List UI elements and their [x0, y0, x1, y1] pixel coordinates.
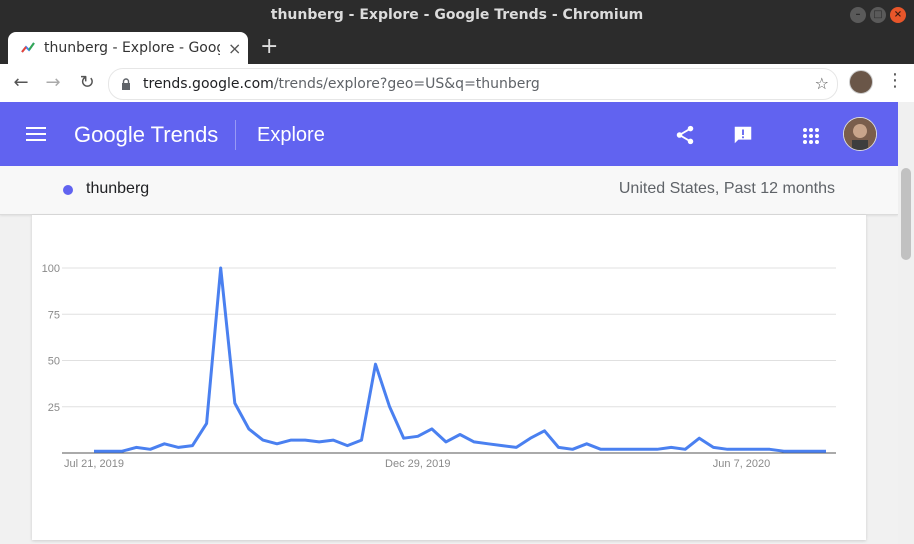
y-tick-label: 25: [48, 402, 60, 414]
interest-over-time-card: 25 50 75 100 Jul 21, 2019 Dec 29, 2019 Jun 7,…: [32, 215, 866, 540]
chart-y-ticks: 25 50 75 100: [42, 263, 60, 414]
reload-button[interactable]: ↻: [79, 72, 95, 93]
search-term: thunberg: [86, 180, 150, 197]
y-tick-label: 75: [48, 309, 60, 321]
back-button[interactable]: ←: [13, 72, 29, 93]
browser-tab[interactable]: thunberg - Explore - Goog ×: [8, 32, 248, 64]
avatar-photo-icon: [844, 118, 876, 150]
feedback-icon[interactable]: [732, 124, 754, 146]
query-scope: United States, Past 12 months: [618, 180, 835, 197]
maximize-button[interactable]: □: [870, 7, 886, 23]
y-tick-label: 50: [48, 356, 60, 368]
window-titlebar: thunberg - Explore - Google Trends - Chr…: [0, 0, 914, 30]
url-path: /trends/explore?geo=US&q=thunberg: [273, 76, 540, 92]
url-host: trends.google.com: [143, 76, 274, 92]
chart-gridlines: [62, 267, 836, 454]
browser-profile-avatar[interactable]: [849, 70, 873, 94]
window-controls: – □ ×: [850, 7, 906, 23]
close-window-button[interactable]: ×: [890, 7, 906, 23]
apps-grid-icon[interactable]: [802, 127, 820, 145]
tab-strip: thunberg - Explore - Goog × +: [0, 30, 914, 64]
share-icon[interactable]: [674, 124, 696, 146]
forward-button[interactable]: →: [45, 72, 61, 93]
hamburger-menu-icon[interactable]: [26, 127, 46, 141]
x-tick-label: Jun 7, 2020: [713, 458, 771, 470]
chart-x-ticks: Jul 21, 2019 Dec 29, 2019 Jun 7, 2020: [64, 458, 770, 470]
lock-icon: [122, 78, 130, 90]
interest-over-time-chart: 25 50 75 100 Jul 21, 2019 Dec 29, 2019 Jun 7,…: [42, 263, 836, 470]
browser-toolbar: ← → ↻ trends.google.com/trends/explore?g…: [0, 64, 914, 103]
window-title: thunberg - Explore - Google Trends - Chr…: [270, 7, 644, 23]
new-tab-button[interactable]: +: [260, 34, 279, 59]
x-tick-label: Jul 21, 2019: [64, 458, 124, 470]
trends-favicon-icon: [21, 42, 35, 53]
x-tick-label: Dec 29, 2019: [385, 458, 450, 470]
trends-header: Google Trends Explore: [0, 102, 898, 166]
y-tick-label: 100: [42, 263, 60, 275]
google-trends-logo[interactable]: Google Trends: [74, 122, 219, 147]
query-bar: thunberg United States, Past 12 months: [0, 166, 898, 215]
series-line-thunberg: [94, 266, 826, 453]
term-color-dot: [63, 185, 73, 195]
tab-close-icon[interactable]: ×: [228, 38, 242, 58]
header-divider: [235, 120, 236, 150]
url-text: trends.google.com/trends/explore?geo=US&…: [143, 76, 540, 92]
address-bar[interactable]: trends.google.com/trends/explore?geo=US&…: [108, 68, 838, 100]
tab-title: thunberg - Explore - Goog: [44, 40, 220, 56]
account-avatar[interactable]: [843, 117, 877, 151]
browser-menu-icon[interactable]: ⋮: [886, 70, 904, 91]
page-scrollbar[interactable]: [898, 102, 914, 544]
bookmark-star-icon[interactable]: ☆: [814, 74, 829, 93]
minimize-button[interactable]: –: [850, 7, 866, 23]
scrollbar-thumb[interactable]: [901, 168, 911, 260]
page-title: Explore: [257, 124, 325, 146]
